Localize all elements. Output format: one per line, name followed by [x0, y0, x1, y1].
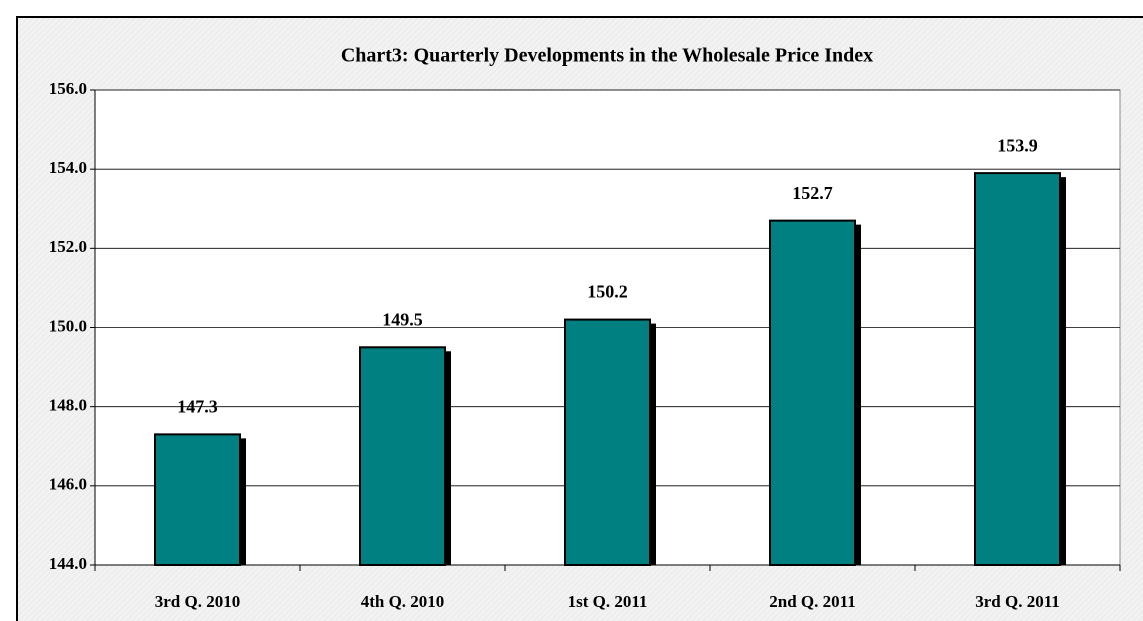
- bar: [769, 219, 856, 566]
- bar: [564, 318, 651, 567]
- data-label: 153.9: [997, 135, 1038, 155]
- bar: [974, 172, 1061, 566]
- bar: [154, 433, 241, 566]
- y-tick-label: 152.0: [49, 237, 87, 256]
- data-label: 149.5: [382, 309, 423, 329]
- y-tick-label: 146.0: [49, 475, 87, 494]
- x-tick-label: 4th Q. 2010: [361, 592, 445, 611]
- data-label: 150.2: [587, 282, 628, 302]
- y-tick-label: 144.0: [49, 554, 87, 573]
- y-tick-label: 148.0: [49, 396, 87, 415]
- data-label: 147.3: [177, 397, 218, 417]
- chart-title: Chart3: Quarterly Developments in the Wh…: [341, 45, 873, 67]
- y-tick-label: 154.0: [49, 158, 87, 177]
- y-tick-label: 156.0: [49, 79, 87, 98]
- data-label: 152.7: [792, 183, 833, 203]
- bar: [359, 346, 446, 566]
- x-tick-label: 2nd Q. 2011: [769, 592, 855, 611]
- y-tick-label: 150.0: [49, 316, 87, 335]
- x-tick-label: 3rd Q. 2010: [155, 592, 240, 611]
- x-tick-label: 1st Q. 2011: [568, 592, 648, 611]
- x-tick-label: 3rd Q. 2011: [975, 592, 1060, 611]
